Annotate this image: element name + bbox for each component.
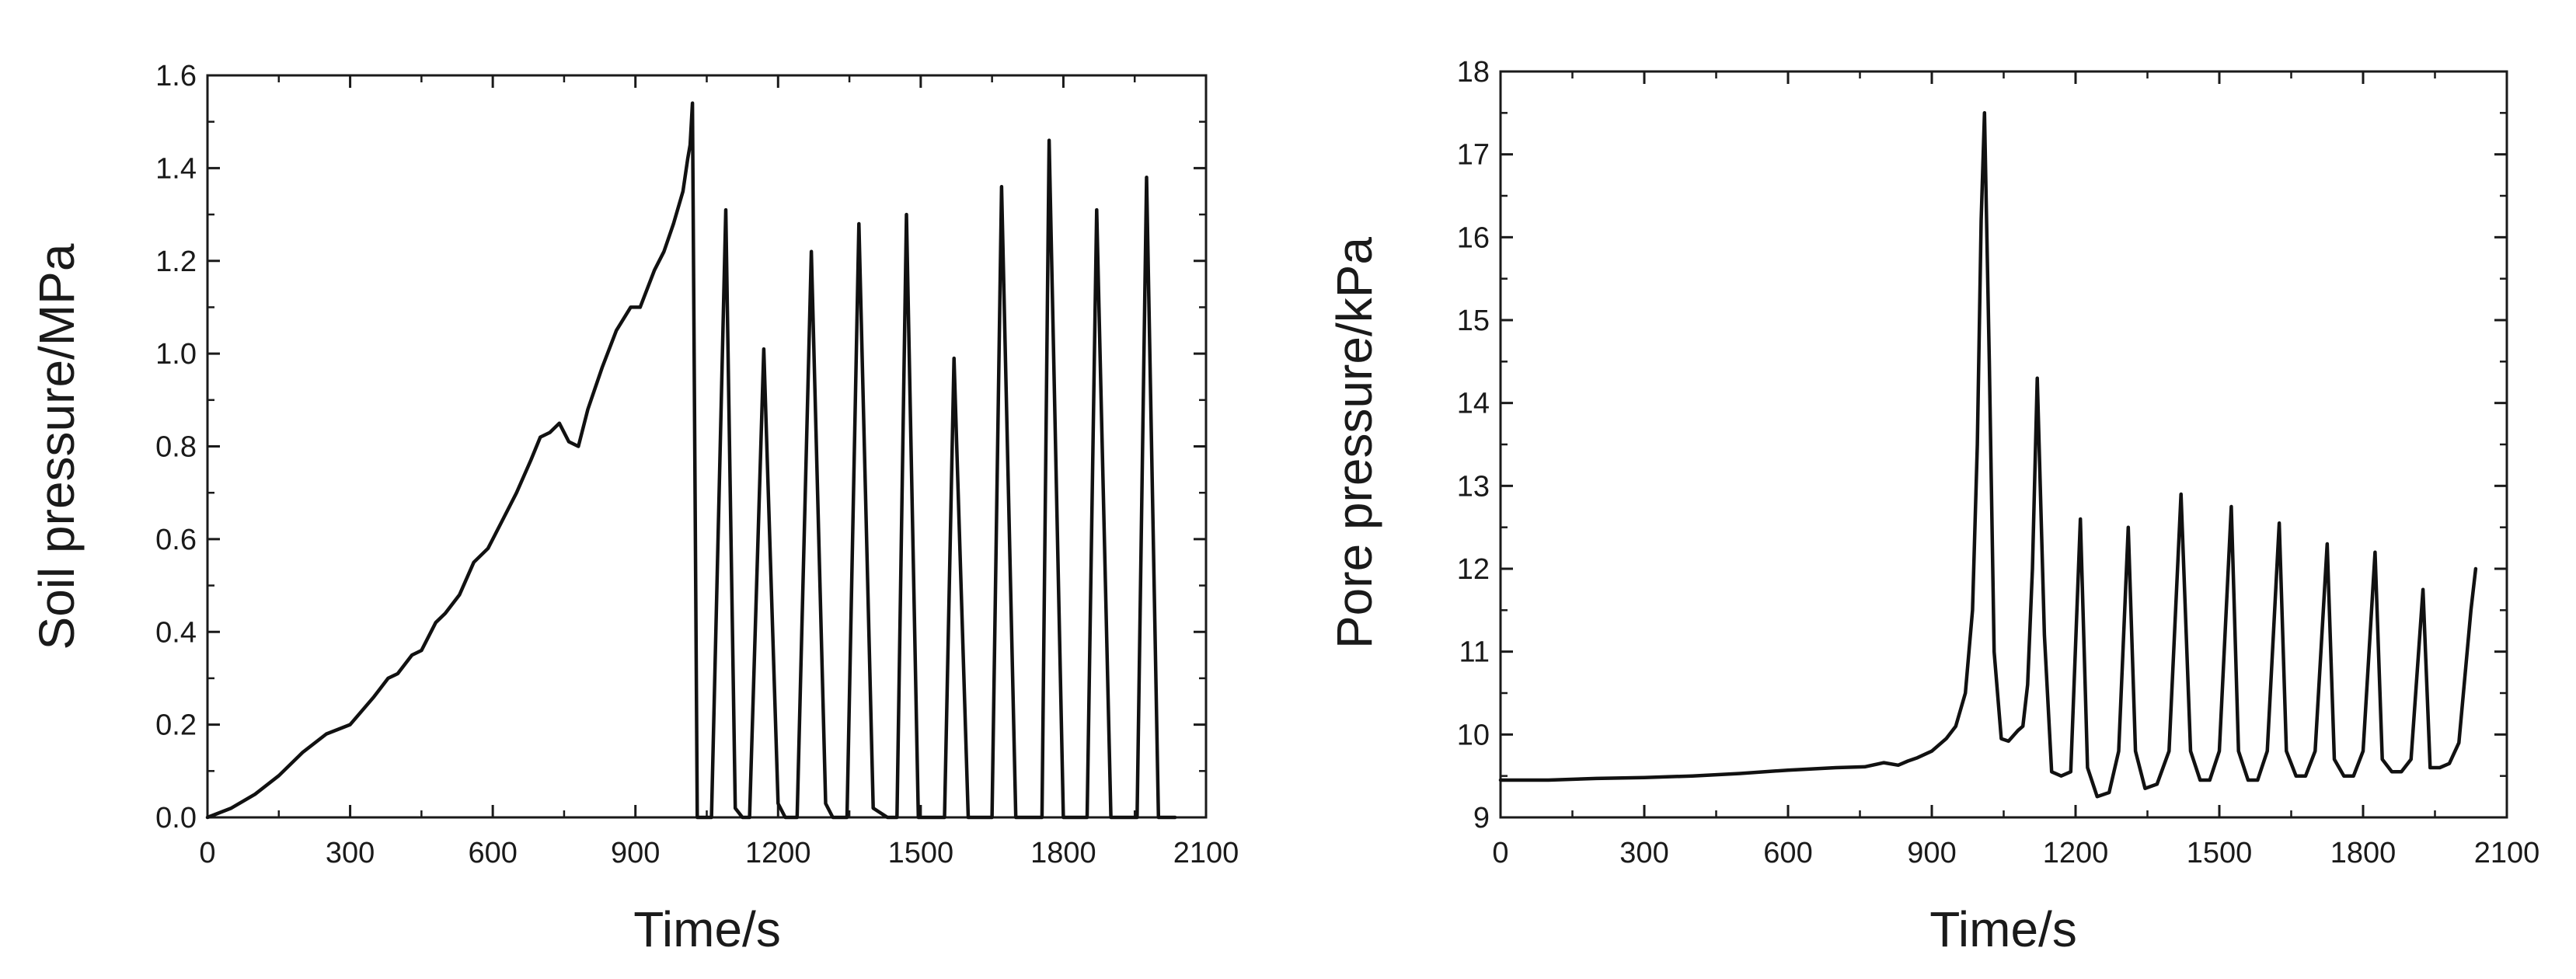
x-tick-label: 2100 (2474, 837, 2540, 869)
y-axis-title: Pore pressure/kPa (1326, 237, 1382, 649)
x-tick-label: 2100 (1173, 837, 1239, 869)
series-line-0 (1498, 111, 2478, 799)
y-tick-label: 0.8 (155, 431, 197, 464)
series-line-0 (205, 101, 1177, 820)
y-axis-title: Soil pressure/MPa (29, 243, 85, 650)
x-tick-labels: 0 300 600 900 1200 1500 1800 2100 (1492, 837, 2539, 869)
pore-pressure-plot: 0 300 600 900 1200 1500 1800 2100 9 10 11 12 13 14 15… (1326, 56, 2539, 957)
axis-ticks (1499, 70, 2508, 819)
y-tick-label: 16 (1457, 221, 1490, 254)
y-tick-labels: 0.0 0.2 0.4 0.6 0.8 1.0 1.2 1.4 1.6 (155, 60, 197, 834)
y-tick-label: 15 (1457, 305, 1490, 337)
x-tick-label: 0 (1492, 837, 1508, 869)
y-tick-label: 17 (1457, 139, 1490, 172)
x-tick-label: 300 (1619, 837, 1668, 869)
x-tick-label: 1200 (2043, 837, 2109, 869)
y-tick-label: 14 (1457, 388, 1490, 420)
y-tick-label: 1.6 (155, 60, 197, 92)
y-tick-label: 0.4 (155, 616, 197, 649)
y-tick-label: 1.0 (155, 338, 197, 371)
series-group (205, 101, 1177, 820)
x-tick-label: 1200 (745, 837, 811, 869)
y-tick-labels: 9 10 11 12 13 14 15 16 17 18 (1457, 56, 1490, 834)
y-tick-label: 1.4 (155, 152, 197, 185)
soil-pressure-chart: 0 300 600 900 1200 1500 1800 2100 0.0 0.2 0.4 0.6 0… (0, 0, 1274, 979)
y-tick-label: 18 (1457, 56, 1490, 89)
soil-pressure-plot: 0 300 600 900 1200 1500 1800 2100 0.00.20.40.60… (29, 60, 1239, 957)
x-tick-label: 1800 (2330, 837, 2396, 869)
y-tick-label: 11 (1459, 636, 1490, 669)
x-tick-label: 1500 (2187, 837, 2253, 869)
x-tick-label: 600 (468, 837, 517, 869)
x-tick-label: 900 (1907, 837, 1956, 869)
series-group (1498, 111, 2478, 799)
x-axis-title: Time/s (633, 901, 781, 957)
y-tick-label: 0.6 (155, 524, 197, 556)
x-tick-label: 1800 (1030, 837, 1096, 869)
x-tick-label: 600 (1763, 837, 1812, 869)
x-axis-title: Time/s (1929, 901, 2077, 957)
y-tick-label: 10 (1457, 719, 1490, 751)
x-tick-label: 300 (326, 837, 375, 869)
y-tick-label: 0.2 (155, 709, 197, 742)
x-tick-label: 1500 (888, 837, 954, 869)
x-tick-label: 0 (199, 837, 215, 869)
x-tick-labels: 0 300 600 900 1200 1500 1800 2100 (199, 837, 1239, 869)
y-tick-label: 12 (1457, 553, 1490, 586)
x-tick-label: 900 (611, 837, 660, 869)
axis-ticks (206, 74, 1208, 819)
y-tick-label: 9 (1473, 802, 1490, 834)
pore-pressure-chart: 0 300 600 900 1200 1500 1800 2100 9 10 11 12 13 14 15… (1290, 0, 2576, 979)
plot-frame (1499, 70, 2508, 819)
y-tick-label: 0.0 (155, 802, 197, 834)
y-tick-label: 1.2 (155, 246, 197, 278)
y-tick-label: 13 (1457, 470, 1490, 503)
